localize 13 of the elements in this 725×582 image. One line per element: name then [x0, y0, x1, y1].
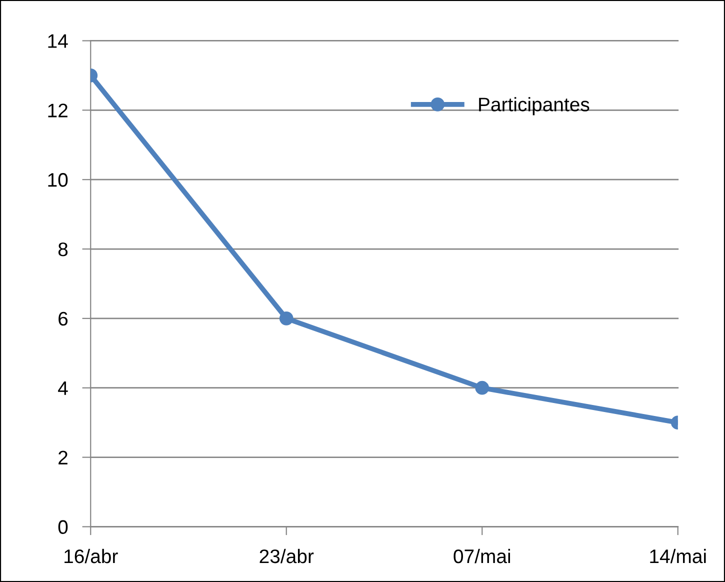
y-tick-label: 10 — [48, 173, 68, 187]
x-tick-label: 14/mai — [650, 548, 706, 564]
y-tick-label: 12 — [48, 104, 68, 118]
y-tick-label: 2 — [58, 450, 68, 464]
y-tick-label: 8 — [58, 242, 68, 256]
x-tick-label: 23/abr — [260, 548, 314, 564]
x-tick-label: 07/mai — [454, 548, 510, 564]
y-tick-label: 6 — [58, 312, 68, 326]
y-tick-label: 0 — [58, 520, 68, 534]
x-tick-label: 16/abr — [64, 548, 118, 564]
legend-label: Participantes — [479, 97, 590, 116]
y-tick-label: 14 — [48, 34, 68, 48]
y-tick-label: 4 — [58, 382, 68, 395]
